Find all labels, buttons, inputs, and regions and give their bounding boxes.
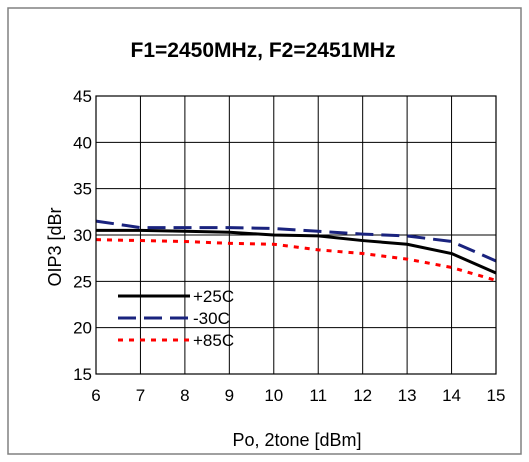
- series-line-85C: [95, 238, 497, 282]
- x-tick-label: 13: [398, 386, 417, 405]
- y-tick-label: 40: [73, 133, 92, 152]
- y-tick-label: 30: [73, 226, 92, 245]
- y-axis-label: OIP3 [dBr: [45, 207, 65, 286]
- y-tick-label: 25: [73, 272, 92, 291]
- x-tick-label: 8: [180, 386, 189, 405]
- chart-title: F1=2450MHz, F2=2451MHz: [131, 39, 396, 62]
- x-tick-label: 14: [442, 386, 461, 405]
- x-tick-label: 15: [487, 386, 506, 405]
- series-line-25C: [96, 228, 497, 275]
- y-axis-ticks: 15 20 25 30 35 40 45: [73, 87, 92, 384]
- chart-frame: [7, 7, 522, 455]
- y-tick-label: 20: [73, 319, 92, 338]
- y-tick-label: 15: [73, 365, 92, 384]
- legend-label: +85C: [193, 331, 234, 350]
- legend-label: -30C: [193, 309, 230, 328]
- x-tick-label: 9: [225, 386, 234, 405]
- series-layer: [95, 219, 497, 282]
- x-tick-label: 12: [353, 386, 372, 405]
- legend-label: +25C: [193, 287, 234, 306]
- x-tick-label: 10: [264, 386, 283, 405]
- x-axis-ticks: 6 7 8 9 10 11 12 13 14 15: [91, 386, 505, 405]
- y-tick-label: 35: [73, 180, 92, 199]
- x-axis-label: Po, 2tone [dBm]: [232, 430, 361, 450]
- series-line-30C: [95, 219, 497, 263]
- x-tick-label: 6: [91, 386, 100, 405]
- legend: +25C -30C +85C: [118, 287, 234, 350]
- plot-area-border: [95, 95, 497, 375]
- x-tick-label: 11: [309, 386, 327, 405]
- x-tick-label: 7: [136, 386, 145, 405]
- y-tick-label: 45: [73, 87, 92, 106]
